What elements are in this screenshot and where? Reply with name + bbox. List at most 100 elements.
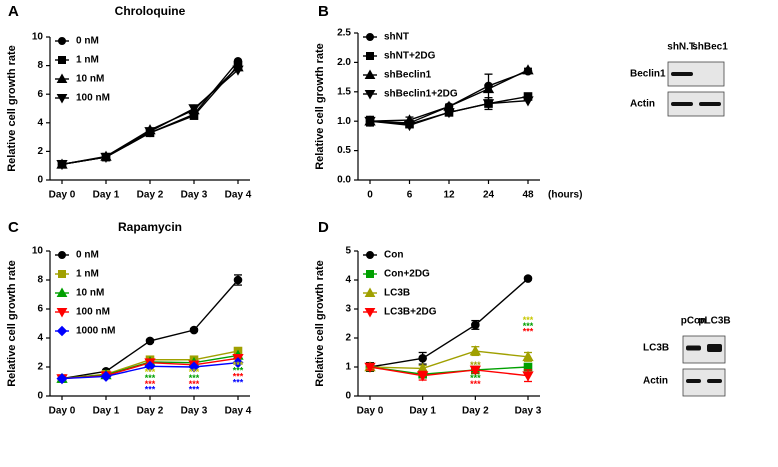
data-point	[188, 104, 200, 115]
legend-label: 10 nM	[76, 288, 104, 299]
x-axis-label: (hours)	[548, 190, 582, 201]
data-point	[469, 365, 481, 376]
data-point	[469, 345, 481, 356]
y-tick-label: 8	[37, 275, 43, 286]
y-tick-label: 0	[37, 391, 43, 402]
y-tick-label: 0	[345, 391, 351, 402]
blot-band	[686, 345, 701, 351]
legend-marker	[56, 325, 68, 337]
x-tick-label: Day 3	[181, 406, 208, 417]
y-tick-label: 8	[37, 60, 43, 71]
x-tick-label: Day 4	[225, 190, 252, 201]
data-point	[523, 274, 533, 283]
data-point	[144, 360, 156, 372]
blot-band	[699, 102, 721, 106]
significance: ***	[189, 373, 200, 383]
legend-label: shBeclin1	[384, 70, 432, 81]
lane-label: shN.T.	[667, 42, 697, 53]
significance: ***	[470, 373, 481, 383]
lane-label: shBec1	[692, 42, 728, 53]
y-axis-label: Relative cell growth rate	[6, 45, 18, 172]
row-label: LC3B	[643, 343, 669, 354]
data-point	[522, 96, 534, 107]
data-point	[144, 127, 156, 138]
legend-label: Con+2DG	[384, 269, 430, 280]
significance: ***	[145, 373, 156, 383]
data-point	[482, 99, 495, 110]
legend-marker	[58, 251, 66, 259]
x-tick-label: Day 0	[49, 406, 76, 417]
chart-title: Chroloquine	[115, 4, 186, 18]
data-point	[56, 373, 68, 385]
x-tick-label: Day 1	[93, 190, 120, 201]
y-tick-label: 5	[345, 246, 351, 257]
y-tick-label: 2.0	[337, 57, 351, 68]
data-point	[522, 351, 534, 362]
data-point	[471, 320, 480, 330]
data-point	[443, 108, 455, 119]
data-point	[100, 152, 112, 163]
legend-marker	[366, 52, 374, 60]
x-tick-label: 6	[407, 190, 413, 201]
blot-band	[707, 344, 722, 352]
y-tick-label: 10	[32, 32, 44, 43]
significance: ***	[189, 367, 200, 377]
x-tick-label: Day 2	[137, 190, 164, 201]
y-tick-label: 10	[32, 246, 44, 257]
y-tick-label: 1	[345, 362, 351, 373]
row-label: Beclin1	[630, 69, 666, 80]
legend-marker	[366, 251, 374, 259]
legend-marker	[364, 308, 376, 318]
legend-marker	[364, 90, 376, 100]
y-tick-label: 0	[37, 175, 43, 186]
blot-band	[671, 102, 693, 106]
y-axis-label: Relative cell growth rate	[6, 260, 18, 387]
row-label: Actin	[630, 99, 655, 110]
legend-marker	[56, 73, 68, 83]
blot-band	[671, 72, 693, 76]
significance: ***	[145, 367, 156, 377]
data-point	[145, 336, 155, 346]
legend-label: shNT+2DG	[384, 51, 436, 62]
data-point	[403, 121, 416, 132]
data-point	[522, 371, 534, 382]
significance: ***	[470, 360, 481, 370]
x-tick-label: Day 1	[409, 406, 436, 417]
x-tick-label: Day 3	[181, 190, 208, 201]
significance: ***	[523, 315, 534, 325]
data-point	[100, 370, 112, 382]
chart-title: Rapamycin	[118, 220, 182, 234]
x-tick-label: 12	[443, 190, 455, 201]
x-tick-label: Day 2	[137, 406, 164, 417]
y-tick-label: 6	[37, 89, 43, 100]
significance: ***	[145, 379, 156, 389]
y-tick-label: 4	[37, 333, 43, 344]
x-tick-label: Day 3	[515, 406, 542, 417]
significance: ***	[470, 379, 481, 389]
legend-label: LC3B+2DG	[384, 307, 437, 318]
significance: ***	[233, 366, 244, 376]
y-tick-label: 2	[37, 146, 43, 157]
data-point	[233, 275, 243, 285]
legend-marker	[366, 270, 374, 278]
lane-label: pLC3B	[698, 316, 730, 327]
y-tick-label: 4	[37, 117, 43, 128]
panel-label: A	[8, 3, 19, 20]
significance: ***	[189, 379, 200, 389]
x-tick-label: 24	[483, 190, 495, 201]
x-tick-label: 0	[367, 190, 373, 201]
x-tick-label: Day 2	[462, 406, 489, 417]
y-axis-label: Relative cell growth rate	[314, 260, 326, 387]
data-point	[189, 325, 199, 335]
legend-marker	[58, 270, 66, 278]
y-tick-label: 2	[37, 362, 43, 373]
data-point	[364, 362, 376, 373]
legend-label: 1 nM	[76, 55, 99, 66]
panel-label: C	[8, 219, 19, 236]
series-line	[369, 350, 529, 370]
y-tick-label: 0.5	[337, 145, 351, 156]
legend-label: LC3B	[384, 288, 410, 299]
y-tick-label: 1.0	[337, 116, 351, 127]
lane-label: pCon	[681, 316, 707, 327]
blot-band	[707, 379, 722, 383]
